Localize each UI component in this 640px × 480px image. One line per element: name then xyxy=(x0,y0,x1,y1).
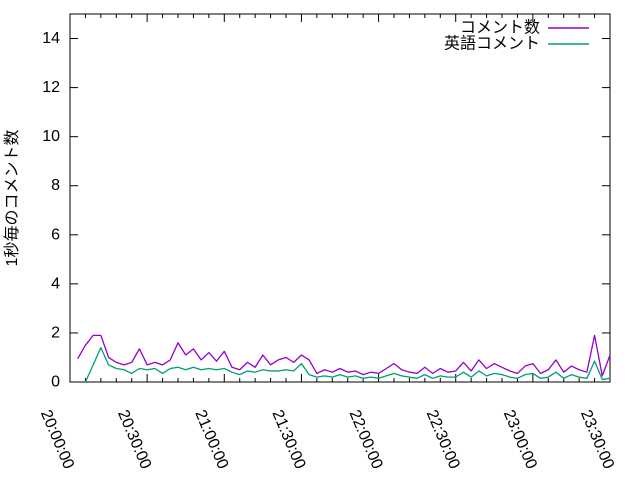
y-tick-label: 10 xyxy=(42,128,60,145)
x-tick-label: 23:30:00 xyxy=(577,408,617,472)
series-line-comment-count xyxy=(77,334,611,377)
y-tick-label: 0 xyxy=(51,374,60,391)
y-tick-label: 4 xyxy=(51,275,60,292)
x-tick-label: 22:30:00 xyxy=(423,408,463,472)
x-tick-label: 21:30:00 xyxy=(268,408,308,472)
plot-border xyxy=(69,13,611,383)
x-tick-label: 22:00:00 xyxy=(346,408,386,472)
series-line-english-comments xyxy=(84,346,611,383)
x-tick-label: 21:00:00 xyxy=(191,408,231,472)
y-tick-label: 14 xyxy=(42,30,60,47)
x-tick-label: 23:00:00 xyxy=(500,408,540,472)
y-tick-label: 12 xyxy=(42,79,60,96)
x-tick-label: 20:30:00 xyxy=(114,408,154,472)
x-tick-label: 20:00:00 xyxy=(37,408,77,472)
legend-label-english-comments: 英語コメント xyxy=(444,35,540,53)
y-tick-label: 2 xyxy=(51,324,60,341)
chart-generated-layer: 0 2 4 6 8 10 12 14 20:00:00 20:30:00 21:00:00 21:30… xyxy=(37,13,617,472)
y-axis-title: 1秒毎のコメント数 xyxy=(3,130,21,267)
legend: コメント数 英語コメント xyxy=(444,19,589,53)
y-tick-label: 8 xyxy=(51,177,60,194)
legend-label-comment-count: コメント数 xyxy=(460,19,540,37)
y-tick-label: 6 xyxy=(51,226,60,243)
